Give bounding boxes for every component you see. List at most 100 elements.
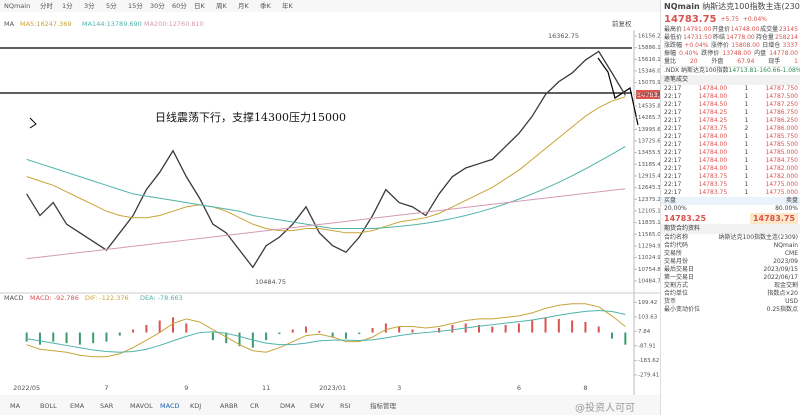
info-row: 合约代码 NQmain	[661, 242, 800, 250]
trade-cell: 22:17	[664, 173, 682, 180]
y-tick-label: -87.91	[638, 343, 656, 349]
series-line	[26, 188, 626, 260]
buy-pct: 20.00%	[664, 205, 687, 212]
trade-cell: 14784.00	[698, 165, 728, 172]
trade-cell: 22:17	[664, 93, 682, 100]
indicator-tab[interactable]: ARBR	[220, 402, 238, 410]
trade-cell: 14784.25	[698, 109, 728, 116]
change: +5.75	[720, 16, 739, 23]
indicator-tab[interactable]: MA	[10, 402, 21, 410]
macd-bar	[38, 332, 41, 345]
period-tab[interactable]: 5分	[106, 1, 117, 10]
macd-bar	[571, 320, 574, 333]
macd-bar	[225, 332, 228, 344]
stat-value: 258214	[775, 34, 798, 41]
legend-entry: DIF: -122.376	[85, 294, 129, 302]
x-tick-label: 9	[184, 384, 188, 392]
high-label: 16362.75	[548, 32, 579, 40]
info-cell: 指数点×20	[767, 290, 798, 297]
period-tab[interactable]: 3分	[84, 1, 95, 10]
indicator-tab[interactable]: MAVOL	[130, 402, 153, 410]
info-cell: 合约代码	[664, 242, 689, 249]
x-tick-label: 3	[397, 384, 401, 392]
indicator-tab[interactable]: EMA	[70, 402, 85, 410]
toolbar-symbol[interactable]: NQmain	[4, 2, 30, 10]
trade-cell: 14785.500	[765, 141, 798, 148]
period-tab[interactable]: 30分	[150, 1, 165, 10]
y-tick-label: 16156.24	[638, 33, 660, 39]
macd-bar	[531, 320, 534, 333]
macd-bar	[291, 329, 294, 333]
y-tick-label: 7.84	[638, 329, 651, 335]
adjust-toggle[interactable]: 前复权	[612, 19, 632, 28]
trade-cell: 22:17	[664, 181, 682, 188]
period-tab[interactable]: 年K	[282, 1, 294, 10]
indicator-tab[interactable]: CR	[250, 402, 260, 410]
info-row: 交割方式 现金交割	[661, 282, 800, 290]
indicator-tab[interactable]: DMA	[280, 402, 296, 410]
indicator-tab[interactable]: SAR	[100, 402, 114, 410]
trade-cell: 14784.00	[698, 133, 728, 140]
bid: 14783.25	[664, 214, 707, 223]
macd-bar	[411, 329, 414, 333]
indicator-tab[interactable]: 指标管理	[370, 401, 397, 410]
series-line	[26, 50, 626, 269]
trade-cell: 1	[744, 93, 749, 100]
info-row: 合约单位 指数点×20	[661, 290, 800, 298]
info-cell: 2022/06/17	[763, 274, 798, 281]
macd-bar	[118, 332, 121, 336]
y-tick-label: 11024.91	[638, 255, 660, 261]
y-tick-label: 15075.96	[638, 80, 660, 86]
trades: 22:17 14784.00 1 14787.750 22:17 14784.00 1 147…	[661, 85, 800, 197]
indicator-tab[interactable]: RSI	[340, 402, 351, 410]
trade-cell: 14786.750	[765, 109, 798, 116]
y-tick-label: 12105.19	[638, 208, 660, 214]
macd-bar	[78, 332, 81, 345]
period-tab[interactable]: 60分	[172, 1, 187, 10]
indicator-tab[interactable]: EMV	[310, 402, 325, 410]
macd-title: MACD	[4, 294, 23, 302]
trade-cell: 22:17	[664, 157, 682, 164]
indicator-tab[interactable]: BOLL	[40, 402, 57, 410]
macd-bar	[544, 317, 547, 333]
period-tab[interactable]: 15分	[128, 1, 143, 10]
info-cell: NQmain	[773, 242, 798, 249]
info-cell: 2023/09	[773, 258, 798, 265]
indicator-tab[interactable]: KDJ	[190, 402, 201, 410]
indicator-tab[interactable]: MACD	[160, 402, 179, 410]
trade-cell: 14785.750	[765, 133, 798, 140]
macd-bar	[331, 332, 334, 338]
trade-row: 22:17 14784.00 1 14787.500	[661, 93, 800, 101]
buy: 买盘	[664, 197, 677, 204]
x-tick-label: 2022/05	[13, 384, 40, 392]
annotation: 日线震荡下行，支撑14300压力15000	[155, 110, 346, 124]
info-cell: 现金交割	[773, 282, 798, 289]
period-tab[interactable]: 季K	[260, 1, 272, 10]
period-tab[interactable]: 分时	[40, 1, 54, 10]
sell: 卖盘	[785, 197, 798, 204]
macd-bar	[344, 332, 347, 339]
trade-cell: 22:17	[664, 117, 682, 124]
macd-bar	[517, 323, 520, 333]
period-tab[interactable]: 1分	[62, 1, 73, 10]
period-tab[interactable]: 日K	[194, 2, 206, 10]
trade-cell: 1	[744, 181, 749, 188]
trade-cell: 14783.75	[698, 181, 728, 188]
macd-bar	[265, 332, 268, 341]
trade-cell: 1	[744, 133, 749, 140]
trade-cell: 14785.000	[765, 149, 798, 156]
trade-cell: 14787.250	[765, 101, 798, 108]
trade-cell: 1	[744, 109, 749, 116]
info-cell: 第一交易日	[664, 274, 695, 281]
y-tick-label: 199.42	[638, 300, 657, 306]
legend-entry: MA200:12760.810	[144, 20, 204, 28]
period-tab[interactable]: 周K	[216, 2, 228, 10]
stat-row: 最低价 14731.50 昨结 14778.00 持仓量 258214	[661, 34, 800, 42]
stat-value: 67.94	[737, 58, 755, 65]
macd-bar	[624, 332, 627, 345]
period-tab[interactable]: 月K	[238, 2, 250, 10]
x-tick-label: 11	[262, 384, 270, 392]
y-tick-label: 14265.75	[638, 115, 660, 121]
trade-cell: 14775.000	[765, 189, 798, 196]
trade-row: 22:17 14783.75 1 14775.000	[661, 181, 800, 189]
